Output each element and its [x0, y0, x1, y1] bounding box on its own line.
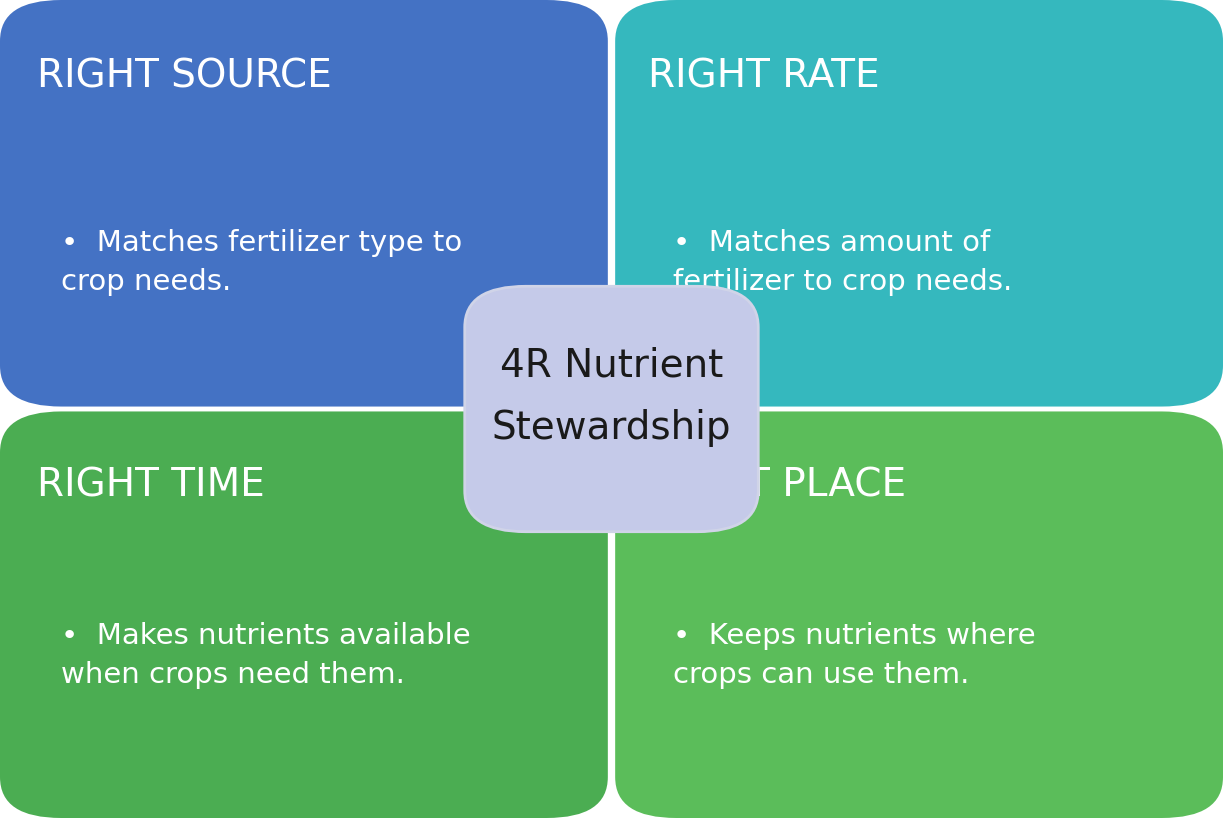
Text: •  Matches fertilizer type to
crop needs.: • Matches fertilizer type to crop needs.	[61, 229, 462, 296]
FancyBboxPatch shape	[615, 411, 1223, 818]
FancyBboxPatch shape	[615, 0, 1223, 407]
Text: RIGHT RATE: RIGHT RATE	[648, 57, 879, 95]
Text: •  Makes nutrients available
when crops need them.: • Makes nutrients available when crops n…	[61, 622, 471, 689]
FancyBboxPatch shape	[0, 411, 608, 818]
Text: RIGHT TIME: RIGHT TIME	[37, 466, 264, 504]
Text: 4R Nutrient
Stewardship: 4R Nutrient Stewardship	[492, 347, 731, 447]
FancyBboxPatch shape	[0, 0, 608, 407]
FancyBboxPatch shape	[465, 286, 758, 532]
Text: RIGHT PLACE: RIGHT PLACE	[648, 466, 906, 504]
Text: •  Keeps nutrients where
crops can use them.: • Keeps nutrients where crops can use th…	[673, 622, 1036, 689]
Text: •  Matches amount of
fertilizer to crop needs.: • Matches amount of fertilizer to crop n…	[673, 229, 1011, 296]
Text: RIGHT SOURCE: RIGHT SOURCE	[37, 57, 331, 95]
